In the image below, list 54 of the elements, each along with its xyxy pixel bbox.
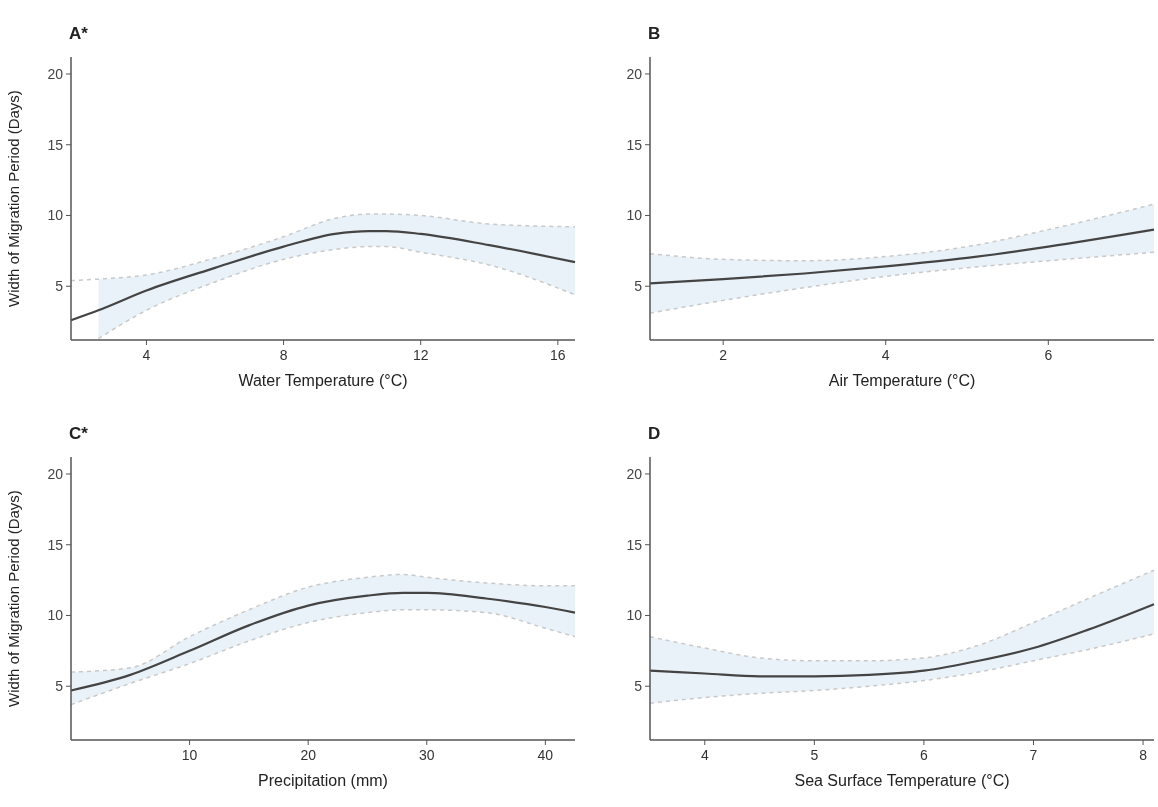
y-tick-label: 5: [55, 278, 64, 295]
line-series: [70, 213, 576, 282]
line-series: [69, 591, 577, 692]
y-axis-title: Width of Migration Period (Days): [5, 490, 22, 707]
x-tick-label: 30: [418, 747, 435, 763]
y-tick-label: 15: [47, 536, 64, 553]
x-tick-label: 6: [1044, 347, 1053, 363]
x-tick-label: 20: [300, 747, 317, 763]
line-series: [70, 609, 576, 706]
x-axis-title: Air Temperature (°C): [828, 372, 976, 389]
y-tick-label: 10: [626, 607, 643, 624]
x-tick-label: 8: [1139, 747, 1148, 763]
y-tick-label: 5: [634, 678, 643, 695]
x-axis-title: Precipitation (mm): [258, 772, 388, 789]
x-tick-label: 4: [881, 347, 890, 363]
line-series: [97, 245, 576, 340]
x-tick-label: 16: [550, 347, 566, 363]
line-series: [649, 251, 1155, 314]
x-tick-label: 2: [719, 347, 728, 363]
y-tick-label: 20: [47, 465, 64, 482]
line-series: [70, 573, 576, 673]
x-axis-title: Sea Surface Temperature (°C): [794, 772, 1010, 789]
x-tick-label: 40: [537, 747, 554, 763]
x-tick-label: 4: [142, 347, 151, 363]
chart-title: D: [648, 424, 661, 443]
x-tick-label: 12: [412, 347, 429, 363]
y-axis-title: Width of Migration Period (Days): [5, 90, 22, 307]
line-series: [648, 228, 1156, 285]
y-tick-label: 15: [47, 136, 64, 153]
y-tick-label: 20: [626, 65, 643, 82]
line-series: [649, 569, 1155, 662]
x-axis-title: Water Temperature (°C): [238, 372, 408, 389]
x-tick-label: 4: [700, 747, 709, 763]
x-tick-label: 5: [810, 747, 819, 763]
chart-title: A*: [69, 24, 89, 43]
x-tick-label: 8: [279, 347, 288, 363]
x-tick-label: 6: [920, 747, 929, 763]
line-series: [69, 229, 577, 322]
y-tick-label: 5: [634, 278, 643, 295]
y-tick-label: 10: [626, 207, 643, 224]
x-tick-label: 10: [181, 747, 198, 763]
line-series: [649, 203, 1155, 262]
chart-title: B: [648, 24, 661, 43]
y-tick-label: 20: [47, 65, 64, 82]
y-tick-label: 10: [47, 207, 64, 224]
y-tick-label: 20: [626, 465, 643, 482]
chart-title: C*: [69, 424, 89, 443]
line-series: [648, 603, 1156, 678]
x-tick-label: 7: [1029, 747, 1038, 763]
y-tick-label: 5: [55, 678, 64, 695]
y-tick-label: 15: [626, 536, 643, 553]
y-tick-label: 10: [47, 607, 64, 624]
y-tick-label: 15: [626, 136, 643, 153]
line-series: [649, 633, 1155, 704]
